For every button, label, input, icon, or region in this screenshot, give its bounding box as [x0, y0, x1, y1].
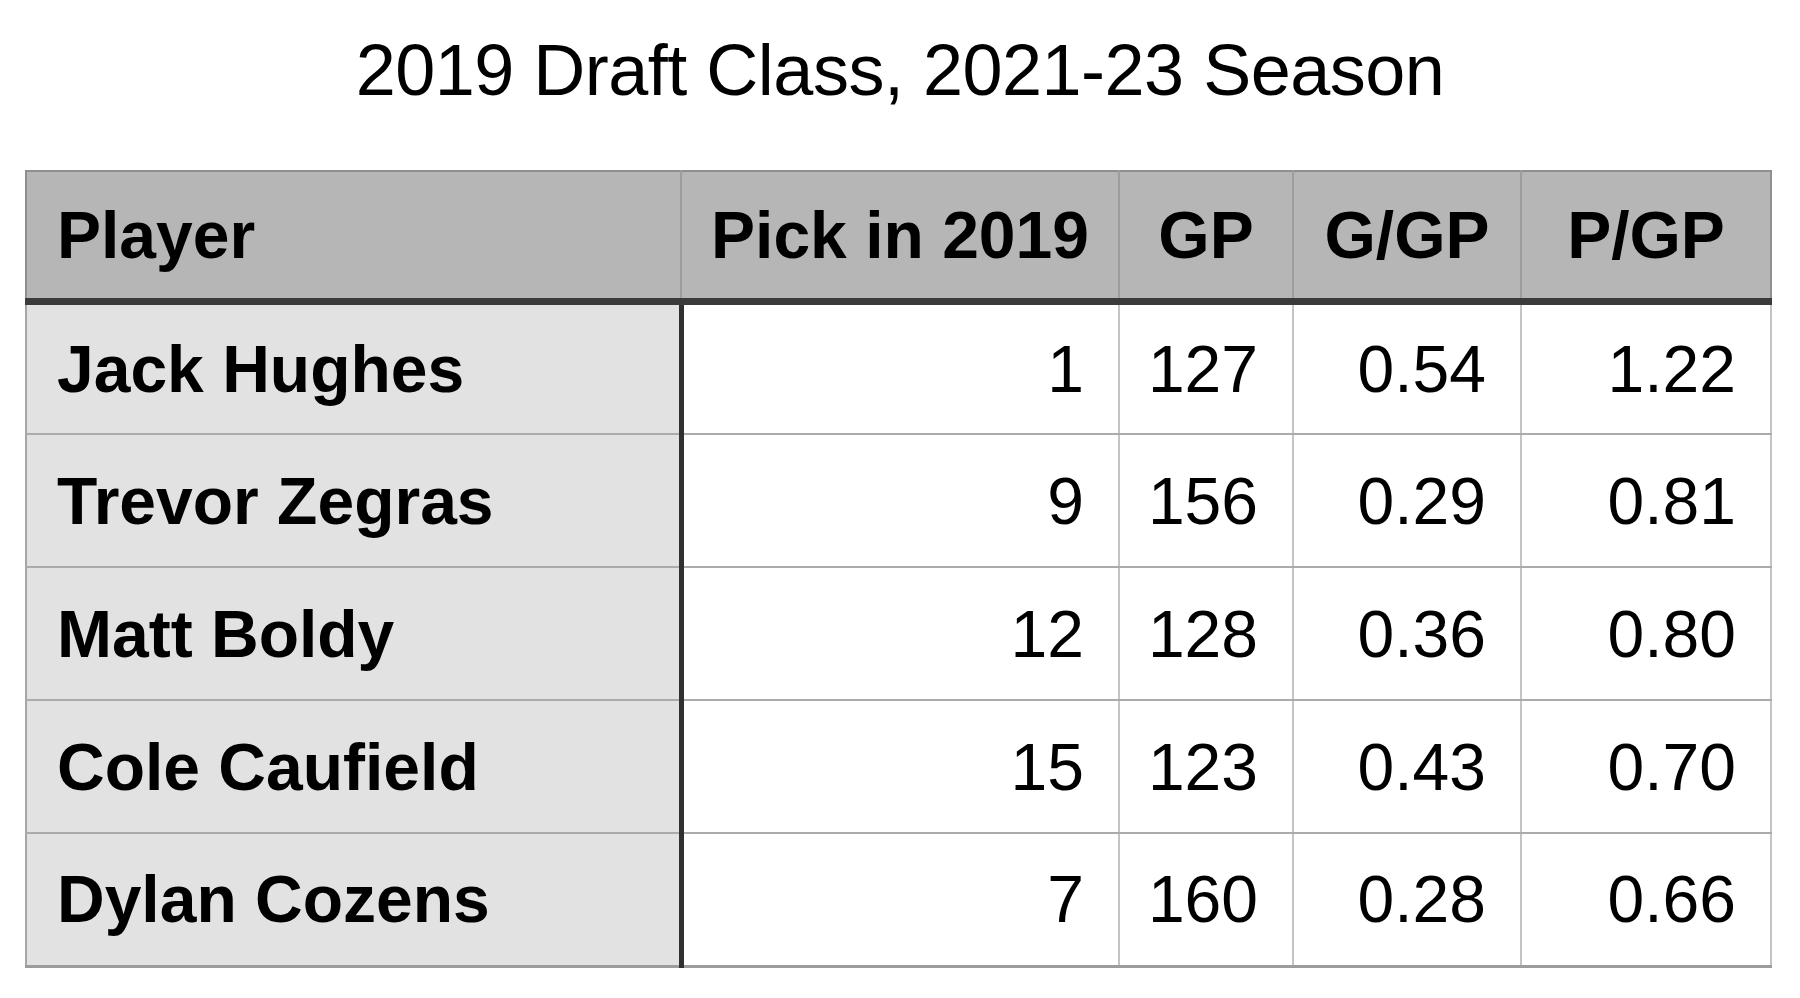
page-title: 2019 Draft Class, 2021-23 Season [0, 30, 1800, 110]
cell-gp: 160 [1119, 833, 1293, 966]
column-header-pick: Pick in 2019 [681, 171, 1119, 301]
column-header-player: Player [26, 171, 681, 301]
table-row: Cole Caufield 15 123 0.43 0.70 [26, 700, 1771, 833]
cell-gp: 156 [1119, 434, 1293, 567]
column-header-gp: GP [1119, 171, 1293, 301]
page: 2019 Draft Class, 2021-23 Season Player … [0, 0, 1800, 998]
cell-g-per-gp: 0.28 [1293, 833, 1521, 966]
cell-pick: 7 [681, 833, 1119, 966]
stats-table: Player Pick in 2019 GP G/GP P/GP Jack Hu… [25, 170, 1772, 968]
cell-g-per-gp: 0.43 [1293, 700, 1521, 833]
table-row: Jack Hughes 1 127 0.54 1.22 [26, 301, 1771, 434]
cell-player: Trevor Zegras [26, 434, 681, 567]
header-row: Player Pick in 2019 GP G/GP P/GP [26, 171, 1771, 301]
cell-p-per-gp: 1.22 [1521, 301, 1771, 434]
column-header-g-per-gp: G/GP [1293, 171, 1521, 301]
cell-p-per-gp: 0.66 [1521, 833, 1771, 966]
cell-gp: 128 [1119, 567, 1293, 700]
column-header-p-per-gp: P/GP [1521, 171, 1771, 301]
cell-pick: 12 [681, 567, 1119, 700]
cell-player: Jack Hughes [26, 301, 681, 434]
cell-gp: 123 [1119, 700, 1293, 833]
cell-g-per-gp: 0.54 [1293, 301, 1521, 434]
cell-g-per-gp: 0.36 [1293, 567, 1521, 700]
cell-p-per-gp: 0.81 [1521, 434, 1771, 567]
cell-player: Cole Caufield [26, 700, 681, 833]
table-body: Jack Hughes 1 127 0.54 1.22 Trevor Zegra… [26, 301, 1771, 966]
table-row: Matt Boldy 12 128 0.36 0.80 [26, 567, 1771, 700]
cell-player: Dylan Cozens [26, 833, 681, 966]
cell-gp: 127 [1119, 301, 1293, 434]
cell-p-per-gp: 0.70 [1521, 700, 1771, 833]
cell-pick: 15 [681, 700, 1119, 833]
cell-player: Matt Boldy [26, 567, 681, 700]
cell-pick: 1 [681, 301, 1119, 434]
cell-p-per-gp: 0.80 [1521, 567, 1771, 700]
table-row: Trevor Zegras 9 156 0.29 0.81 [26, 434, 1771, 567]
table-row: Dylan Cozens 7 160 0.28 0.66 [26, 833, 1771, 966]
table-header: Player Pick in 2019 GP G/GP P/GP [26, 171, 1771, 301]
cell-g-per-gp: 0.29 [1293, 434, 1521, 567]
cell-pick: 9 [681, 434, 1119, 567]
